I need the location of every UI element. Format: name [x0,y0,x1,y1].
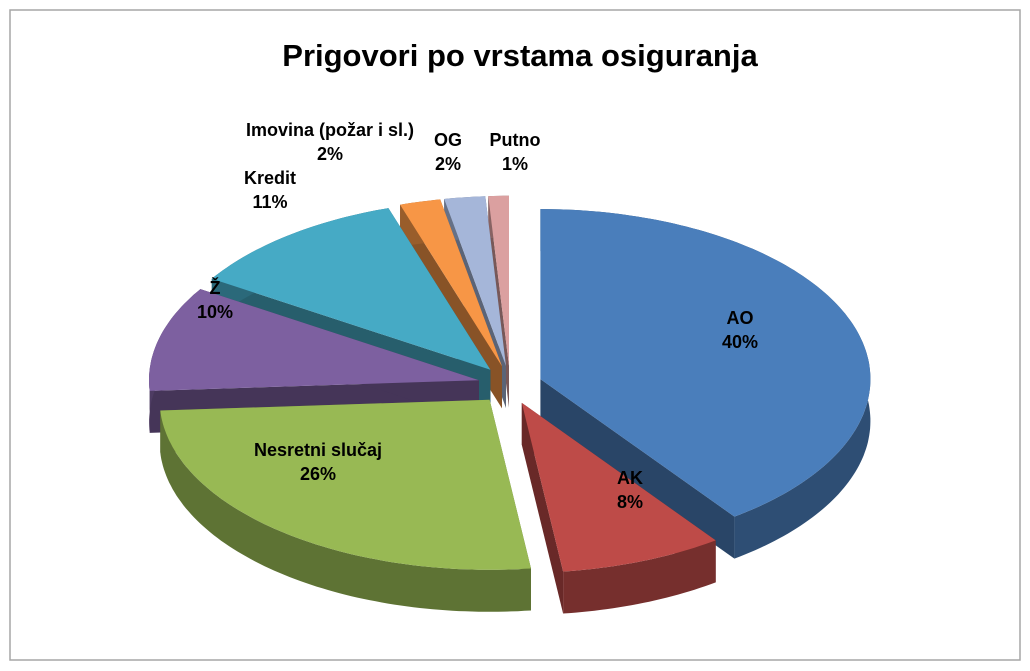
slice [488,195,509,366]
data-label: OG 2% [423,128,473,176]
slice [149,289,479,391]
slice [521,402,716,572]
value-label: 8% [616,492,643,512]
chart-title: Prigovori po vrstama osiguranja [282,38,758,73]
data-label: Ž 10% [175,276,255,324]
category-label: AO [726,308,754,328]
data-label: Putno 1% [480,128,550,176]
value-label: 10% [196,302,234,322]
slice [444,196,506,366]
category-label: Ž [209,278,221,298]
value-label: 2% [434,154,461,174]
data-label: Imovina (požar i sl.) 2% [245,118,415,166]
slice-side [160,410,532,612]
value-label: 40% [721,332,759,352]
slice [400,199,502,367]
data-label: AK 8% [580,466,680,514]
data-label: OG 2% [423,128,473,176]
data-label: Ž 10% [175,276,255,324]
data-label: Putno 1% [480,128,550,176]
value-label: 1% [501,154,528,174]
data-label: AO 40% [680,306,800,354]
category-label: Kredit [243,168,296,188]
data-label: Kredit 11% [220,166,320,214]
slice-side [521,402,564,614]
data-label: Nesretni slučaj 26% [218,438,418,486]
data-label: Kredit 11% [220,166,320,214]
slice [160,399,532,570]
value-label: 2% [316,144,343,164]
slice-side [563,540,716,614]
slice [540,209,871,517]
data-label: AO 40% [680,306,800,354]
category-label: Putno [489,130,541,150]
data-label: Imovina (požar i sl.) 2% [245,118,415,166]
value-label: 26% [299,464,337,484]
data-label: Nesretni slučaj 26% [218,438,418,486]
data-label: AK 8% [580,466,680,514]
category-label: Nesretni slučaj [253,440,383,460]
slice-side [540,379,735,559]
value-label: 11% [252,192,288,212]
category-label: Imovina (požar i sl.) [245,120,415,140]
category-label: AK [617,468,643,488]
slice [211,208,491,370]
category-label: OG [433,130,462,150]
